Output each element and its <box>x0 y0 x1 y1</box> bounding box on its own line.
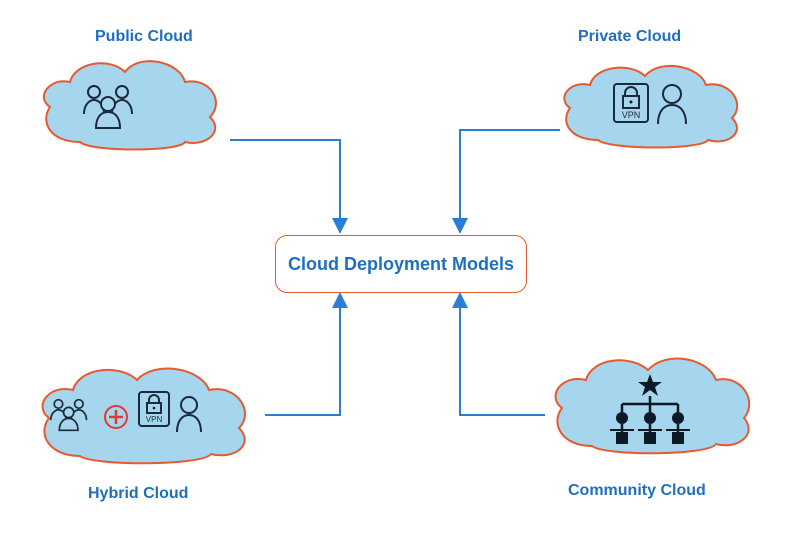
cloud-community <box>540 350 760 470</box>
diagram-canvas: Cloud Deployment Models Public Cloud <box>0 0 800 537</box>
cloud-public-svg <box>30 52 230 162</box>
cloud-public <box>30 52 230 162</box>
label-community-cloud: Community Cloud <box>568 482 706 500</box>
center-box-text: Cloud Deployment Models <box>288 254 514 275</box>
vpn-text-hybrid: VPN <box>146 415 163 424</box>
arrow-community <box>460 296 545 415</box>
label-private-cloud: Private Cloud <box>578 28 681 46</box>
cloud-hybrid: VPN <box>25 358 265 478</box>
cloud-private: VPN <box>548 58 758 158</box>
center-box: Cloud Deployment Models <box>275 235 527 293</box>
cloud-hybrid-svg: VPN <box>25 358 265 478</box>
label-hybrid-cloud: Hybrid Cloud <box>88 485 188 503</box>
arrow-public <box>230 140 340 230</box>
cloud-private-svg: VPN <box>548 58 758 158</box>
cloud-community-svg <box>540 350 760 470</box>
arrow-private <box>460 130 560 230</box>
label-public-cloud: Public Cloud <box>95 28 193 46</box>
vpn-text-private: VPN <box>622 110 641 120</box>
arrow-hybrid <box>265 296 340 415</box>
